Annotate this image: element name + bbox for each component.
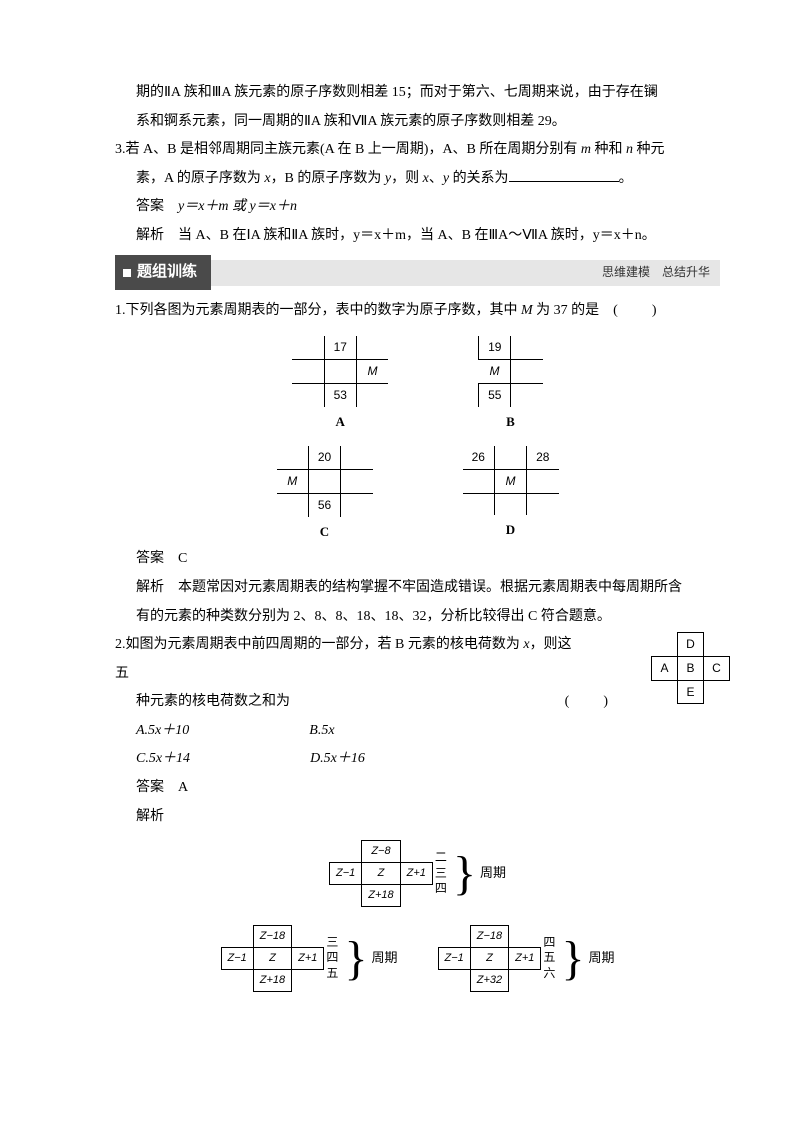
exp-periods-2a: 三四五 [326, 935, 338, 982]
section-subtitle: 思维建模 总结升华 [211, 260, 720, 286]
intro-line-1: 期的ⅡA 族和ⅢA 族元素的原子序数则相差 15；而对于第六、七周期来说，由于存… [115, 80, 720, 107]
q2-a: 2.如图为元素周期表中前四周期的一部分，若 B 元素的核电荷数为 [115, 637, 523, 652]
q2-options-row2: C.5x＋14 D.5x＋16 [115, 746, 720, 773]
q2-ans: A [178, 780, 188, 795]
q1-fig-C: 20 M 56 C [277, 446, 373, 544]
q2-line1: 2.如图为元素周期表中前四周期的一部分，若 B 元素的核电荷数为 x，则这 [115, 632, 720, 659]
q1-M: M [521, 303, 533, 318]
q3-n: n [626, 142, 633, 157]
q2-paren: ( ) [565, 689, 610, 716]
exp-block-2a: Z−18 Z−1ZZ+1 Z+18 三四五 } 周期 [221, 925, 398, 992]
q3-line2: 素，A 的原子序数为 x，B 的原子序数为 y，则 x、y 的关系为。 [115, 166, 720, 193]
q2-five: 五 [115, 661, 720, 688]
q2-b: ，则这 [530, 637, 572, 652]
q3-m: m [581, 142, 591, 157]
exp-block-2b: Z−18 Z−1ZZ+1 Z+32 四五六 } 周期 [438, 925, 615, 992]
q2-optD: D.5x＋16 [310, 746, 365, 773]
q1-label-A: A [336, 410, 345, 435]
q1-grid-C: 20 M 56 [277, 446, 373, 516]
exp-periods-2b: 四五六 [543, 935, 555, 982]
section-bullet-icon [123, 269, 131, 277]
q1-text: 1.下列各图为元素周期表的一部分，表中的数字为原子序数，其中 M 为 37 的是… [115, 298, 720, 325]
q1-fig-D: 2628 M D [463, 446, 559, 544]
q3-l2f: 。 [619, 171, 633, 186]
q1-fig-A: 17 M 53 A [292, 336, 388, 434]
q1-exp-t1: 本题常因对元素周期表的结构掌握不牢固造成错误。根据元素周期表中每周期所含 [178, 580, 682, 595]
exp-periods-1: 二三四 [435, 850, 447, 897]
q1-ans-label: 答案 [136, 551, 178, 566]
q2-optC: C.5x＋14 [136, 746, 190, 773]
q3-l2e: 的关系为 [449, 171, 509, 186]
q3-l2d: 、 [429, 171, 443, 186]
q1-b: 为 37 的是 [533, 303, 600, 318]
q3-exp-label: 解析 [136, 228, 178, 243]
q3-text-c: 种元 [633, 142, 665, 157]
q1-figures-row1: 17 M 53 A 19 M 55 B [115, 336, 720, 434]
exp-diagrams: Z−8 Z−1ZZ+1 Z+18 二三四 } 周期 Z−18 Z−1ZZ+1 Z… [115, 840, 720, 991]
q2-optA: A.5x＋10 [136, 718, 189, 745]
exp-grid-2a: Z−18 Z−1ZZ+1 Z+18 [221, 925, 325, 992]
q2-options-row1: A.5x＋10 B.5x [115, 718, 720, 745]
intro-line-2: 系和锕系元素，同一周期的ⅡA 族和ⅦA 族元素的原子序数则相差 29。 [115, 109, 720, 136]
q2-line2: 种元素的核电荷数之和为 ( ) [115, 689, 720, 716]
q1-exp1: 解析 本题常因对元素周期表的结构掌握不牢固造成错误。根据元素周期表中每周期所含 [115, 575, 720, 602]
exp-row1: Z−8 Z−1ZZ+1 Z+18 二三四 } 周期 [329, 840, 506, 907]
brace-icon: } [453, 852, 476, 895]
q2-cross-figure: D ABC E [651, 632, 730, 704]
brace-icon-3: } [561, 937, 584, 980]
exp-ptxt-1: 周期 [480, 861, 506, 886]
exp-grid-2b: Z−18 Z−1ZZ+1 Z+32 [438, 925, 542, 992]
q2-answer: 答案 A [115, 775, 720, 802]
q3-text-b: 种和 [591, 142, 626, 157]
exp-block-1: Z−8 Z−1ZZ+1 Z+18 二三四 } 周期 [329, 840, 506, 907]
q2-wrapper: D ABC E 2.如图为元素周期表中前四周期的一部分，若 B 元素的核电荷数为… [115, 632, 720, 773]
q3-l2a: 素，A 的原子序数为 [136, 171, 264, 186]
q3-ans-label: 答案 [136, 199, 178, 214]
q2-l2: 种元素的核电荷数之和为 [136, 689, 290, 716]
q3-explanation: 解析 当 A、B 在ⅠA 族和ⅡA 族时，y＝x＋m，当 A、B 在ⅢA～ⅦA … [115, 223, 720, 250]
q3-ans: y＝x＋m 或 y＝x＋n [178, 199, 297, 214]
q1-grid-A: 17 M 53 [292, 336, 388, 406]
exp-ptxt-2b: 周期 [588, 946, 614, 971]
q3-exp: 当 A、B 在ⅠA 族和ⅡA 族时，y＝x＋m，当 A、B 在ⅢA～ⅦA 族时，… [178, 228, 656, 243]
q1-ans: C [178, 551, 187, 566]
exp-grid-1: Z−8 Z−1ZZ+1 Z+18 [329, 840, 433, 907]
q1-exp-label: 解析 [136, 580, 178, 595]
q2-ans-label: 答案 [136, 780, 178, 795]
q1-label-D: D [506, 518, 515, 543]
q1-fig-B: 19 M 55 B [478, 336, 543, 434]
q1-label-C: C [320, 520, 329, 545]
section-title-box: 题组训练 [115, 255, 211, 290]
q1-figures-row2: 20 M 56 C 2628 M D [115, 446, 720, 544]
q1-a: 1.下列各图为元素周期表的一部分，表中的数字为原子序数，其中 [115, 303, 521, 318]
q1-grid-D: 2628 M [463, 446, 559, 515]
q1-paren: ( ) [613, 303, 658, 318]
q3-answer: 答案 y＝x＋m 或 y＝x＋n [115, 194, 720, 221]
q2-exp-label: 解析 [115, 804, 720, 831]
exp-row2: Z−18 Z−1ZZ+1 Z+18 三四五 } 周期 Z−18 Z−1ZZ+1 … [221, 925, 615, 992]
q3-text-a: 3.若 A、B 是相邻周期同主族元素(A 在 B 上一周期)，A、B 所在周期分… [115, 142, 581, 157]
section-title: 题组训练 [137, 258, 197, 287]
exp-ptxt-2a: 周期 [371, 946, 397, 971]
q3-l2b: ，B 的原子序数为 [271, 171, 385, 186]
q3-l2c: ，则 [391, 171, 423, 186]
q1-exp2: 有的元素的种类数分别为 2、8、8、18、18、32，分析比较得出 C 符合题意… [115, 604, 720, 631]
q2-optB: B.5x [309, 718, 334, 745]
q1-answer: 答案 C [115, 546, 720, 573]
q2-cross-grid: D ABC E [651, 632, 730, 704]
section-header: 题组训练 思维建模 总结升华 [115, 260, 720, 286]
brace-icon-2: } [344, 937, 367, 980]
q3-blank [509, 168, 619, 182]
q1-grid-B: 19 M 55 [478, 336, 543, 406]
q1-label-B: B [506, 410, 515, 435]
q3-line1: 3.若 A、B 是相邻周期同主族元素(A 在 B 上一周期)，A、B 所在周期分… [115, 137, 720, 164]
